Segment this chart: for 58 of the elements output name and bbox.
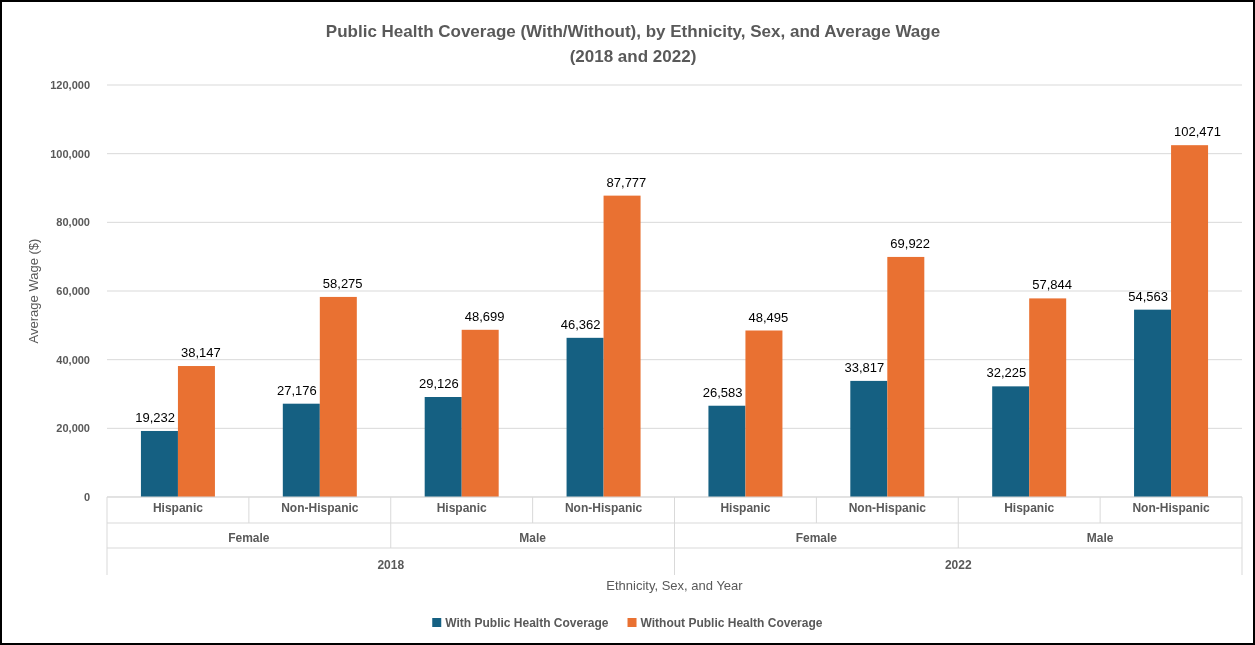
legend-label: Without Public Health Coverage [640,616,823,630]
bar [1171,145,1209,497]
text: Female [228,531,270,545]
data-label: 102,471 [1174,124,1222,140]
x-tick-label: Non-Hispanic [1132,501,1211,515]
y-tick-label: 100,000 [50,147,90,160]
x-tick-label: Hispanic [1004,501,1055,515]
bar [1029,298,1067,497]
data-label: 48,495 [748,309,789,325]
data-label: 38,147 [180,345,221,361]
bar [424,397,462,497]
data-label: 33,817 [844,359,885,375]
data-label: 19,232 [135,409,175,425]
x-tick-label: Hispanic [436,501,488,515]
bar [566,337,604,497]
x-tick-label: Non-Hispanic [564,501,643,515]
bar [461,329,499,497]
data-label: 32,225 [986,365,1027,381]
bar [140,430,178,497]
text: 2022 [944,558,972,572]
data-label: 26,583 [702,384,743,400]
bar [177,366,215,497]
bar [887,256,925,497]
x-tick-label: Non-Hispanic [848,501,927,515]
y-tick-label: 20,000 [56,422,90,435]
data-label: 54,563 [1128,288,1169,304]
bar [282,403,320,497]
y-tick-label: 60,000 [56,285,90,298]
legend-label: With Public Health Coverage [445,616,609,630]
data-label: 29,126 [418,376,459,391]
bar [319,296,357,497]
data-label: 27,176 [277,382,317,398]
bar [745,330,783,497]
y-tick-label: 80,000 [56,216,90,229]
chart-title: Public Health Coverage (With/Without), by Ethnicity, Sex, and Average Wage (2018 and 2022) [325,22,941,66]
y-tick-label: 40,000 [56,353,90,366]
data-label: 46,362 [560,316,601,332]
x-tick-label: Hispanic [152,501,204,515]
text: Female [795,531,838,545]
text: Male [1086,531,1114,545]
x-tick-label: Non-Hispanic [281,501,359,515]
y-tick-label: 0 [83,491,90,504]
data-label: 57,844 [1032,277,1072,293]
x-axis-title: Ethnicity, Sex, and Year [606,578,744,593]
bar [1134,309,1172,497]
y-tick-label: 120,000 [50,79,90,92]
data-label: 58,275 [322,275,363,291]
text: 2018 [377,558,405,572]
data-label: 48,699 [464,308,505,324]
text: Male [519,531,547,545]
bar [850,380,888,497]
data-label: 69,922 [890,235,931,251]
bar [603,195,641,497]
bar [708,405,746,497]
data-label: 87,777 [606,174,647,190]
x-tick-label: Hispanic [720,501,771,515]
y-axis-title: Average Wage ($) [26,238,41,344]
bar [992,386,1030,497]
